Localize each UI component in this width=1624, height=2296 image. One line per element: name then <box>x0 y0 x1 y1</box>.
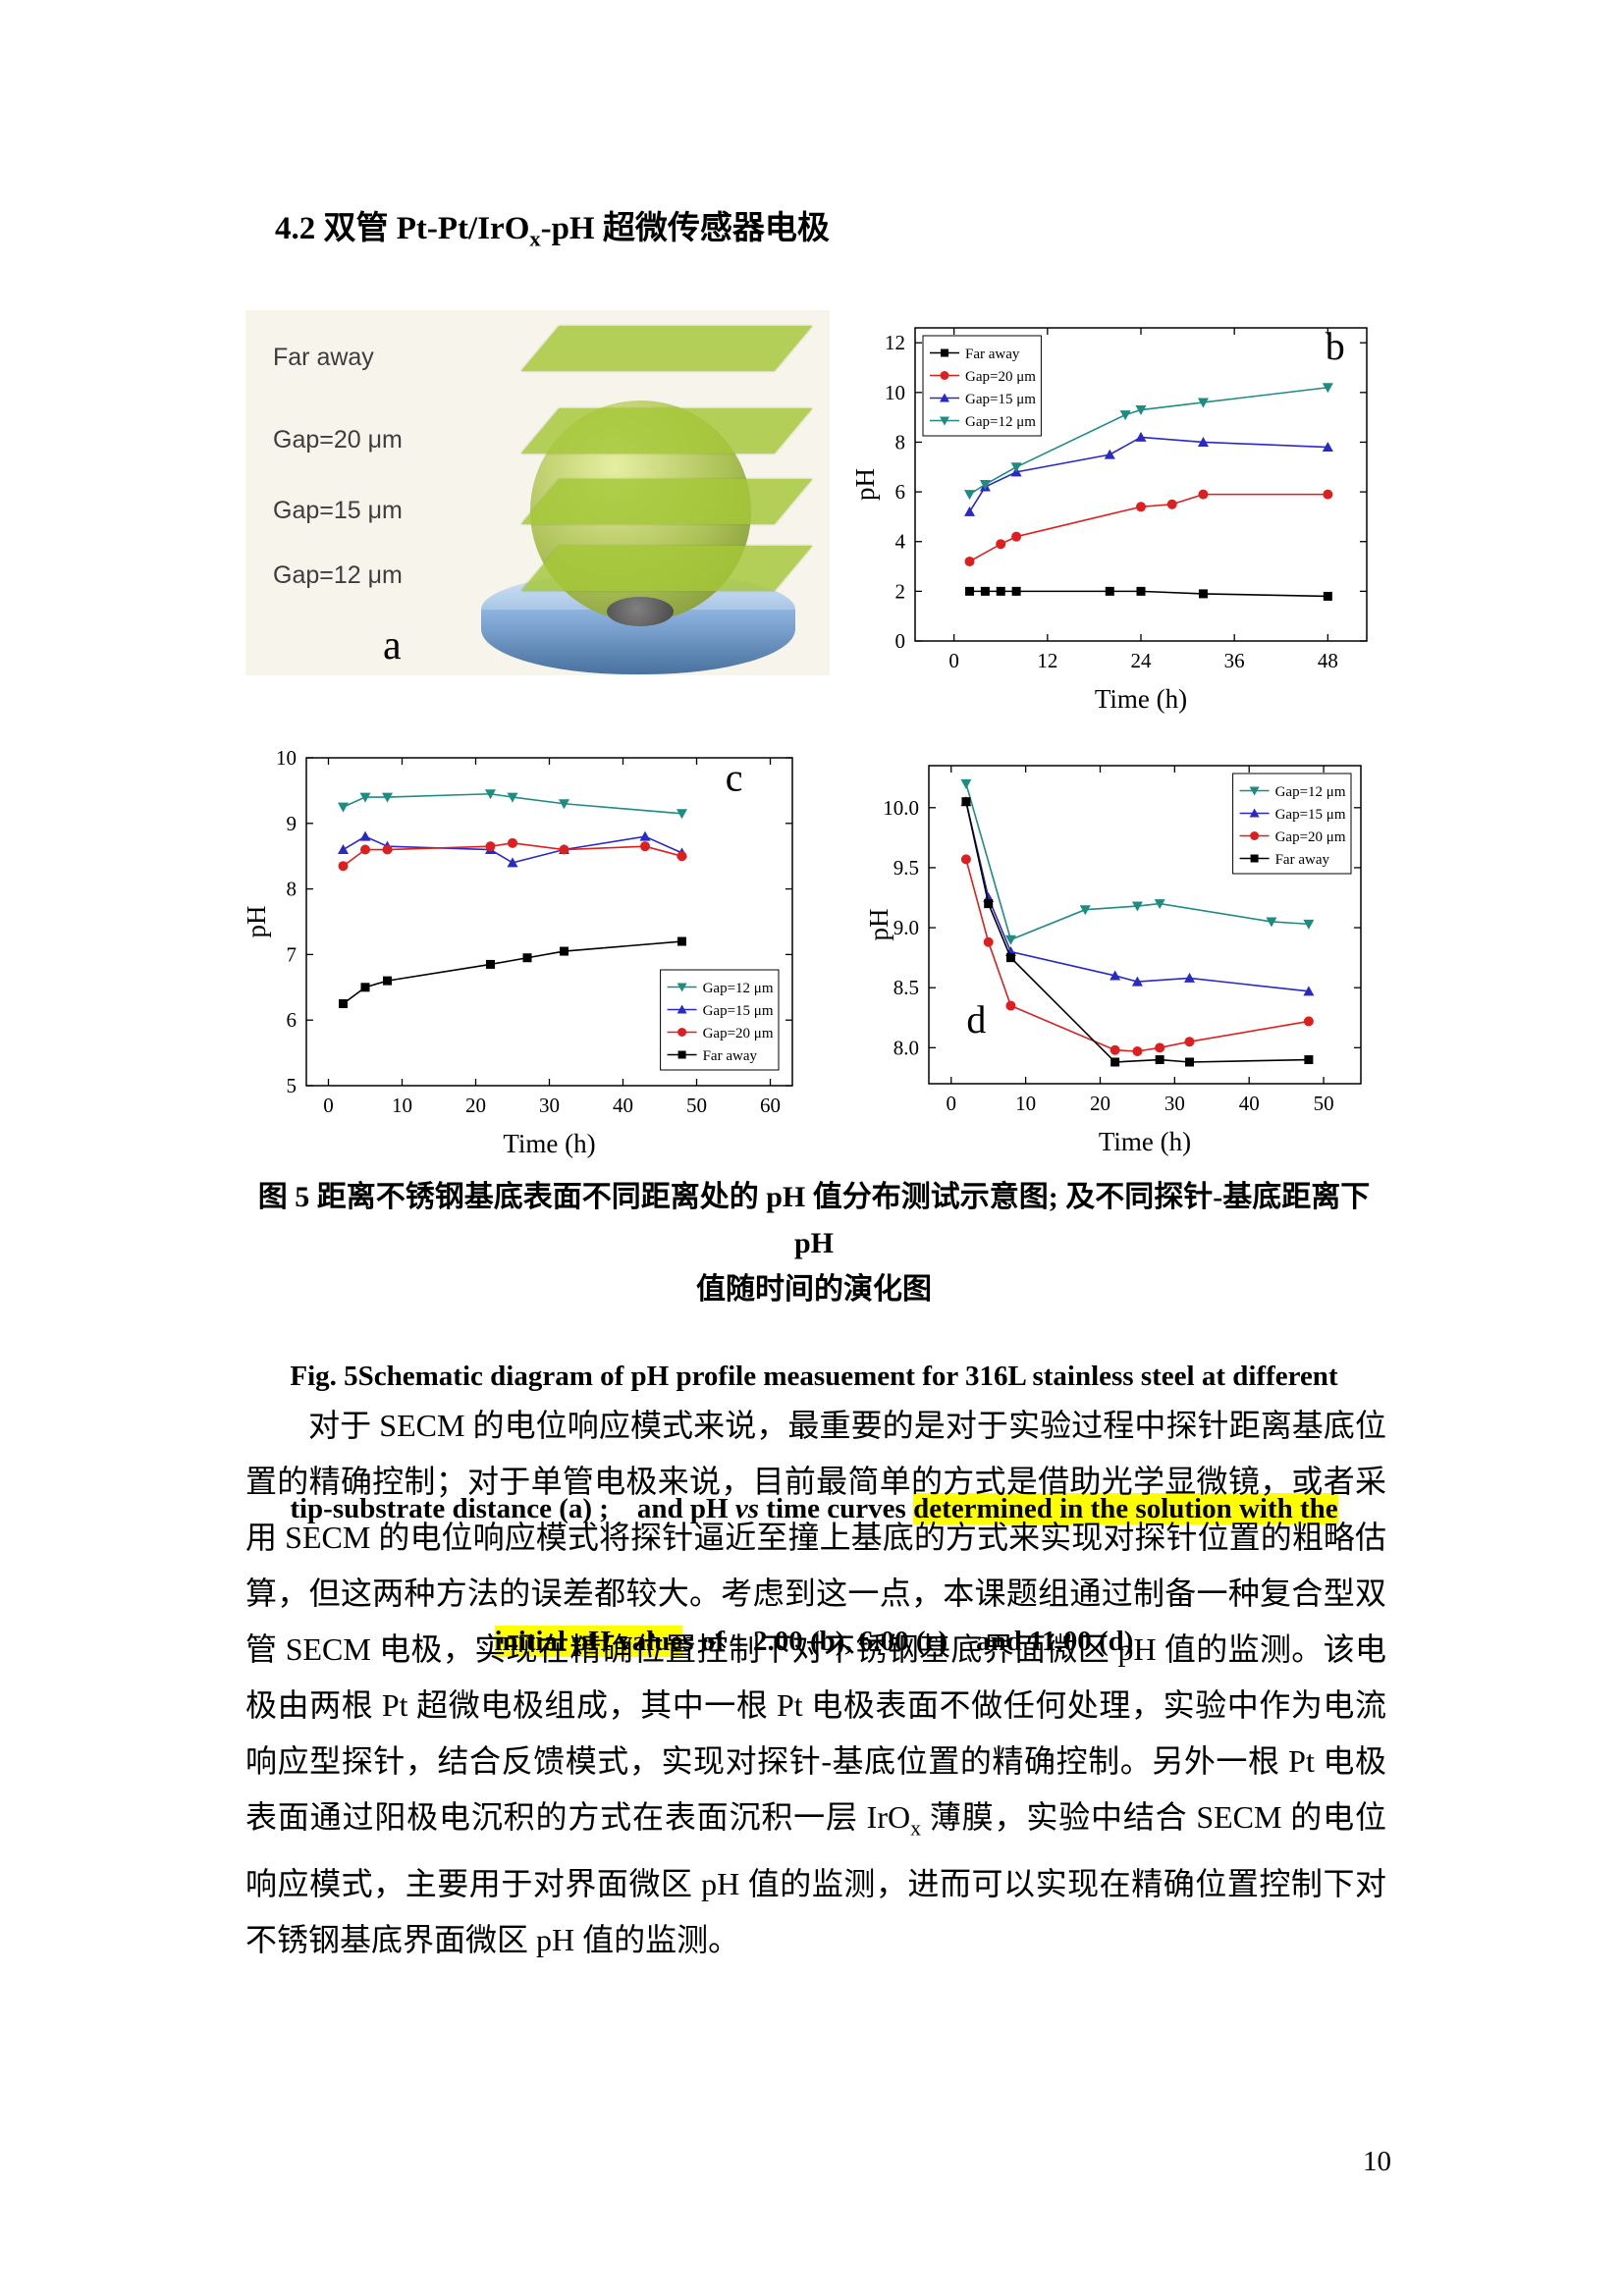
svg-text:30: 30 <box>1164 1092 1185 1115</box>
svg-text:0: 0 <box>323 1094 334 1117</box>
svg-text:36: 36 <box>1224 649 1245 672</box>
svg-text:10.0: 10.0 <box>883 796 919 820</box>
figure-caption-en-line1: Fig. 5Schematic diagram of pH profile me… <box>290 1361 1338 1392</box>
svg-text:12: 12 <box>1037 649 1057 672</box>
svg-text:48: 48 <box>1318 649 1338 672</box>
caption-en-line3-text: s of 2.00 (b), 6.00 (c) and 11.00 (d) <box>682 1626 1134 1657</box>
scan-plane-gap-20 <box>520 408 813 454</box>
svg-text:8: 8 <box>287 878 298 901</box>
svg-text:10: 10 <box>1015 1092 1036 1115</box>
figure-caption-zh-line2: 值随时间的演化图 <box>696 1273 932 1306</box>
svg-text:9: 9 <box>287 812 298 835</box>
svg-text:Far away: Far away <box>965 347 1020 362</box>
panel-a-label-far-away: Far away <box>273 344 374 371</box>
svg-text:8: 8 <box>895 430 906 454</box>
svg-text:Gap=20 μm: Gap=20 μm <box>1275 829 1346 845</box>
svg-text:Gap=12 μm: Gap=12 μm <box>703 981 774 996</box>
svg-text:10: 10 <box>392 1094 412 1117</box>
body-paragraph-text-a: 对于 SECM 的电位响应模式来说，最重要的是对于实验过程中探针距离基底位置的精… <box>245 1408 1386 1835</box>
svg-text:c: c <box>726 755 743 799</box>
svg-text:40: 40 <box>1239 1092 1260 1115</box>
svg-text:9.5: 9.5 <box>893 856 919 880</box>
svg-text:6: 6 <box>287 1008 298 1032</box>
caption-en-vs-italic: vs <box>734 1493 760 1524</box>
svg-text:b: b <box>1326 324 1345 368</box>
body-paragraph-text-b: 薄膜，实验中结合 SECM 的电位响应模式，主要用于对界面微区 pH 值的监测，… <box>245 1799 1386 1958</box>
probe-tip <box>607 597 674 626</box>
section-heading: 4.2 双管 Pt-Pt/IrOx-pH 超微传感器电极 <box>275 201 830 252</box>
svg-text:20: 20 <box>465 1094 486 1117</box>
svg-text:Gap=20 μm: Gap=20 μm <box>703 1026 774 1041</box>
svg-text:pH: pH <box>866 909 893 941</box>
svg-text:0: 0 <box>895 629 906 653</box>
svg-text:9.0: 9.0 <box>893 916 919 939</box>
svg-text:Time (h): Time (h) <box>1099 1127 1191 1156</box>
figure-caption-zh-line1: 图 5 距离不锈钢基底表面不同距离处的 pH 值分布测试示意图; 及不同探针-基… <box>257 1181 1371 1259</box>
svg-text:Far away: Far away <box>703 1048 758 1064</box>
scan-plane-far-away <box>520 326 813 371</box>
chart-panel-d: 0 10 20 30 40 50 8.0 8.5 9.0 9.5 10.0 Time (h) pH Gap… <box>866 752 1377 1164</box>
svg-text:6: 6 <box>895 480 906 504</box>
page-number: 10 <box>1363 2146 1391 2177</box>
caption-en-highlight-2: initial pH value <box>494 1626 683 1657</box>
svg-text:Gap=15 μm: Gap=15 μm <box>703 1003 774 1019</box>
caption-en-line2-text2: time curves <box>759 1493 914 1524</box>
svg-text:50: 50 <box>1314 1092 1334 1115</box>
svg-text:20: 20 <box>1090 1092 1110 1115</box>
svg-text:Gap=20 μm: Gap=20 μm <box>965 369 1036 385</box>
svg-text:0: 0 <box>948 649 959 672</box>
svg-text:pH: pH <box>852 468 880 501</box>
svg-text:Gap=12 μm: Gap=12 μm <box>1275 784 1346 800</box>
panel-a-label-gap-12: Gap=12 μm <box>273 561 403 589</box>
svg-text:8.0: 8.0 <box>893 1036 919 1059</box>
scan-plane-gap-15 <box>520 479 813 524</box>
section-heading-text-tail: -pH 超微传感器电极 <box>540 211 830 246</box>
svg-text:Gap=15 μm: Gap=15 μm <box>1275 807 1346 823</box>
svg-text:7: 7 <box>287 942 298 966</box>
svg-text:2: 2 <box>895 579 906 603</box>
svg-text:0: 0 <box>947 1092 957 1115</box>
figure-panel-a: Far away Gap=20 μm Gap=15 μm Gap=12 μm a <box>245 310 830 675</box>
svg-text:Gap=15 μm: Gap=15 μm <box>965 392 1036 407</box>
svg-text:12: 12 <box>885 331 905 354</box>
body-paragraph-subscript: x <box>910 1816 921 1841</box>
svg-text:5: 5 <box>287 1074 298 1097</box>
figure-caption-en-line3: initial pH values of 2.00 (b), 6.00 (c) … <box>244 1620 1384 1664</box>
svg-text:24: 24 <box>1131 649 1153 672</box>
panel-a-label-gap-20: Gap=20 μm <box>273 426 403 454</box>
figure-caption-en: Fig. 5Schematic diagram of pH profile me… <box>244 1266 1384 1752</box>
panel-a-label-gap-15: Gap=15 μm <box>273 497 403 524</box>
svg-text:4: 4 <box>895 530 906 554</box>
svg-text:50: 50 <box>686 1094 707 1117</box>
svg-text:Gap=12 μm: Gap=12 μm <box>965 414 1036 430</box>
caption-en-line2-text: tip-substrate distance (a) ; and pH <box>290 1493 735 1524</box>
svg-text:Time (h): Time (h) <box>1095 684 1187 714</box>
svg-text:8.5: 8.5 <box>893 976 919 999</box>
section-heading-text: 4.2 双管 Pt-Pt/IrO <box>275 211 530 246</box>
svg-text:Far away: Far away <box>1275 852 1330 868</box>
chart-panel-c: 0 10 20 30 40 50 60 5 6 7 8 9 10 Time (h) pH Gap=12 μm G… <box>244 744 808 1166</box>
scan-plane-gap-12 <box>520 546 813 591</box>
section-heading-subscript: x <box>529 226 541 251</box>
panel-a-letter: a <box>383 623 402 668</box>
svg-text:60: 60 <box>760 1094 781 1117</box>
figure-caption-en-line2: tip-substrate distance (a) ; and pH vs t… <box>244 1487 1384 1531</box>
svg-text:pH: pH <box>244 906 271 938</box>
caption-en-highlight-1: determined in the solution with the <box>913 1493 1338 1524</box>
svg-text:10: 10 <box>276 746 297 770</box>
svg-text:d: d <box>966 997 986 1041</box>
svg-text:Time (h): Time (h) <box>503 1129 595 1158</box>
svg-text:10: 10 <box>885 381 905 404</box>
svg-text:40: 40 <box>613 1094 633 1117</box>
figure-caption-zh: 图 5 距离不锈钢基底表面不同距离处的 pH 值分布测试示意图; 及不同探针-基… <box>244 1174 1384 1312</box>
svg-text:30: 30 <box>539 1094 560 1117</box>
body-paragraph: 对于 SECM 的电位响应模式来说，最重要的是对于实验过程中探针距离基底位置的精… <box>245 1398 1386 1968</box>
